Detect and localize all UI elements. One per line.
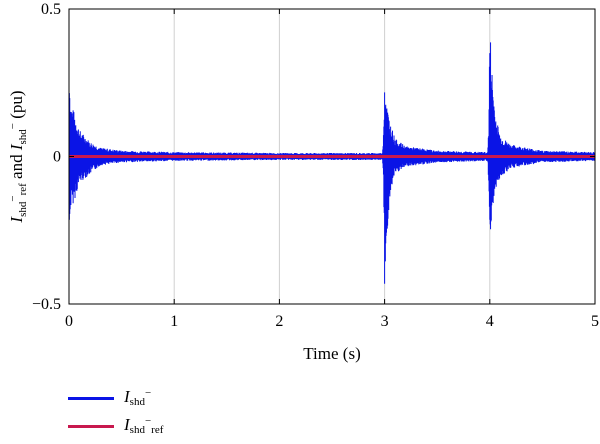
y-axis-label: Ishd−ref and Ishd− (pu)	[7, 90, 29, 223]
axis-ticks: 0 1 2 3 4 5−0.500.5	[32, 1, 599, 330]
y-label-sym2: I	[7, 143, 26, 151]
legend-swatch-blue	[68, 397, 114, 400]
y-label-conj: and	[7, 150, 26, 183]
y-label-sym1: I	[7, 216, 26, 224]
y-label-unit: (pu)	[7, 90, 26, 123]
y-tick-label: 0	[53, 149, 61, 166]
y-tick-label: −0.5	[32, 296, 61, 313]
legend-label: Ishd−ref	[124, 415, 164, 436]
legend-label: Ishd−	[124, 387, 152, 408]
x-tick-label: 1	[170, 313, 178, 330]
x-tick-label: 0	[65, 313, 73, 330]
y-label-sup1: −	[7, 195, 19, 201]
x-tick-label: 5	[591, 313, 599, 330]
y-label-sup2: −	[7, 123, 19, 129]
legend-item-ishd-neg: Ishd−	[68, 387, 328, 416]
x-tick-label: 4	[486, 313, 494, 330]
y-label-sub1: shd	[17, 201, 29, 217]
x-tick-label: 2	[275, 313, 283, 330]
series-ishd-neg-trace	[68, 42, 596, 284]
y-label-sub1b: ref	[17, 183, 29, 196]
y-label-sub2: shd	[17, 129, 29, 145]
legend-item-ishd-neg-ref: Ishd−ref	[68, 415, 328, 444]
legend-swatch-red	[68, 425, 114, 428]
x-tick-label: 3	[381, 313, 389, 330]
legend: Ishd− Ishd−ref	[68, 387, 328, 444]
series-ishd-neg	[68, 42, 596, 284]
x-axis-label: Time (s)	[303, 344, 360, 363]
y-tick-label: 0.5	[41, 1, 61, 18]
chart: 0 1 2 3 4 5−0.500.5 Time (s) Ishd−ref and Ish…	[7, 1, 599, 363]
